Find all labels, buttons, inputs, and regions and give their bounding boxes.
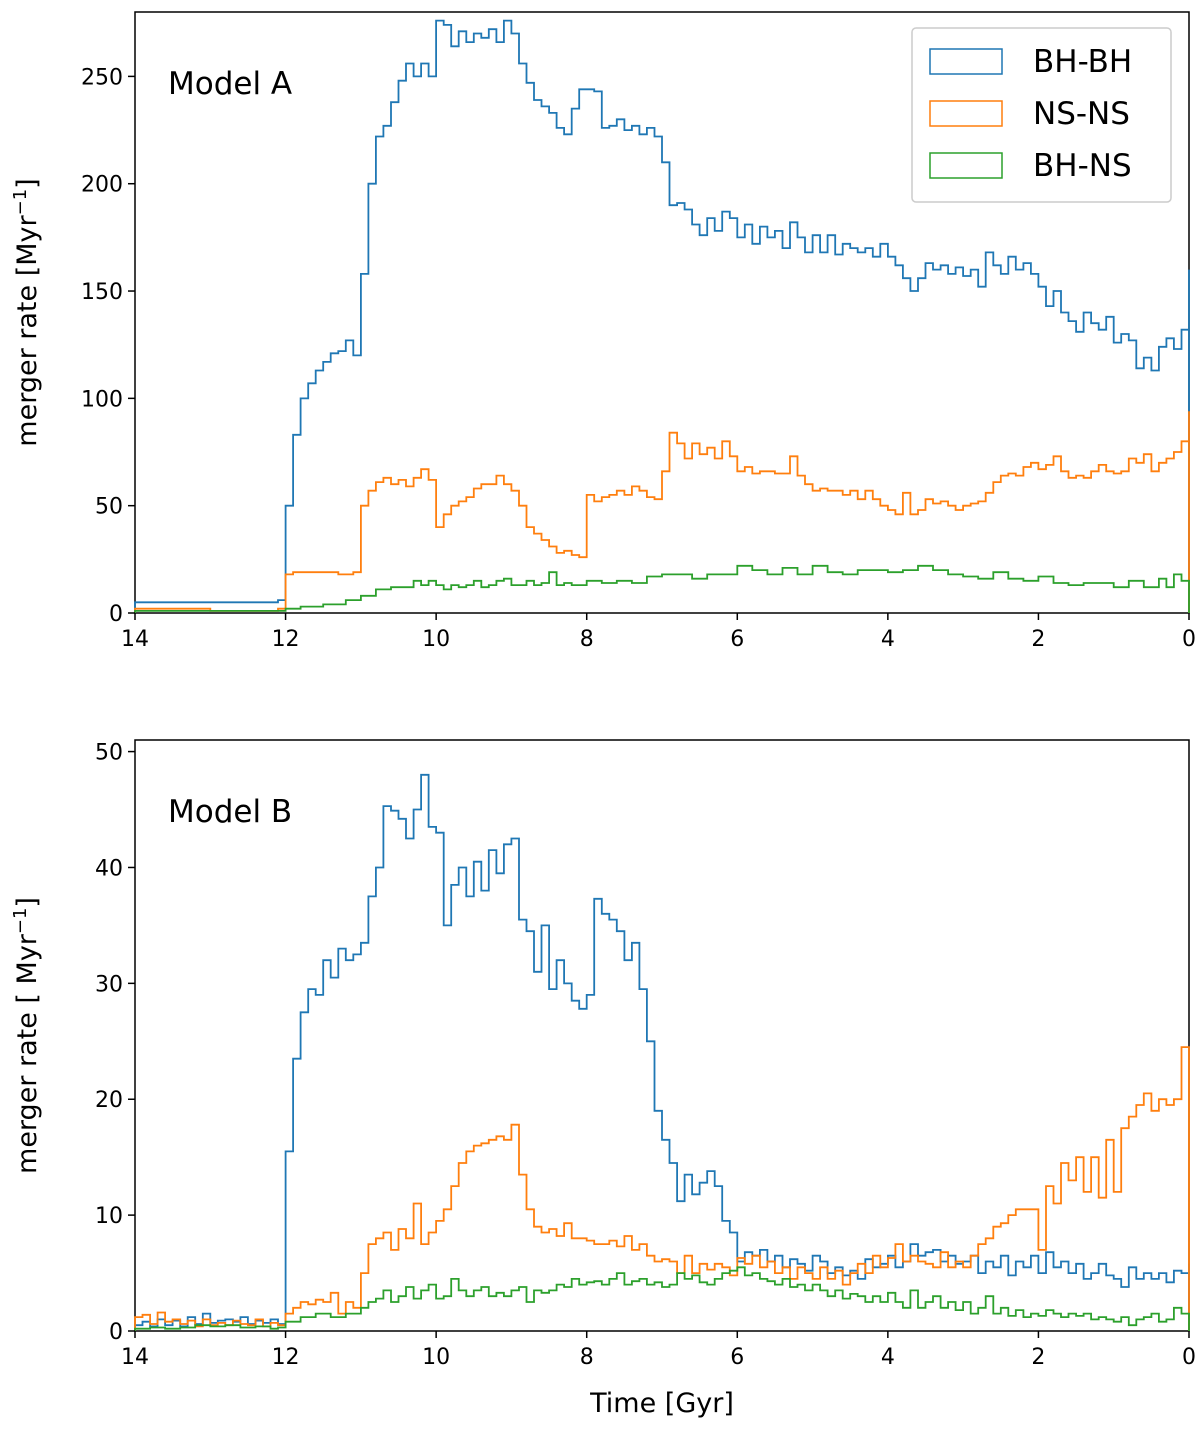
x-axis-label: Time [Gyr]	[589, 1388, 734, 1419]
y-axis-label-model-a: merger rate [Myr−1]	[10, 178, 43, 446]
y-tick-label: 100	[81, 387, 123, 412]
legend: BH-BH NS-NS BH-NS	[911, 27, 1172, 203]
series-line-ns-ns	[134, 1046, 1190, 1331]
series-group-model-a	[134, 19, 1190, 613]
x-tick-label: 10	[422, 1345, 450, 1370]
x-tick-label: 6	[730, 1345, 744, 1370]
x-tick-label: 8	[580, 627, 594, 652]
y-tick-label: 20	[95, 1088, 123, 1113]
panel-label-model-b: Model B	[168, 794, 292, 830]
legend-swatch-bh-ns	[929, 152, 1003, 179]
plot-frame-model-b	[134, 739, 1190, 1332]
legend-swatch-ns-ns	[929, 100, 1003, 127]
y-axis-label-superscript: −1	[10, 189, 31, 216]
y-tick-label: 10	[95, 1204, 123, 1229]
series-line-bh-bh	[134, 773, 1190, 1331]
panel-label-model-a: Model A	[168, 66, 292, 102]
y-axis-label-text: merger rate [Myr	[12, 214, 43, 446]
x-tick-label: 6	[730, 627, 744, 652]
series-line-bh-ns	[134, 1266, 1190, 1331]
x-tick-label: 10	[422, 627, 450, 652]
legend-box	[911, 27, 1172, 203]
legend-label-ns-ns: NS-NS	[1033, 96, 1130, 132]
series-line-ns-ns	[134, 411, 1190, 613]
y-tick-label: 50	[95, 741, 123, 766]
y-axis-label-text: merger rate [ Myr	[12, 933, 43, 1174]
series-group-model-b	[134, 773, 1190, 1331]
x-tick-label: 0	[1182, 1345, 1196, 1370]
y-tick-label: 40	[95, 856, 123, 881]
y-axis-label-bracket: ]	[12, 178, 43, 189]
series-line-bh-bh	[134, 19, 1190, 613]
y-tick-label: 0	[109, 602, 123, 627]
x-tick-label: 12	[272, 1345, 300, 1370]
y-axis-label-superscript: −1	[10, 908, 31, 935]
y-tick-label: 0	[109, 1320, 123, 1345]
y-tick-label: 150	[81, 280, 123, 305]
x-tick-label: 14	[121, 627, 149, 652]
x-tick-label: 4	[881, 1345, 895, 1370]
y-axis-label-model-b: merger rate [ Myr−1]	[10, 897, 43, 1174]
series-line-bh-ns	[134, 564, 1190, 613]
x-tick-label: 8	[580, 1345, 594, 1370]
x-tick-label: 12	[272, 627, 300, 652]
x-tick-label: 14	[121, 1345, 149, 1370]
y-tick-label: 30	[95, 972, 123, 997]
y-tick-label: 200	[81, 173, 123, 198]
y-tick-label: 250	[81, 65, 123, 90]
legend-label-bh-ns: BH-NS	[1033, 148, 1132, 184]
x-tick-label: 4	[881, 627, 895, 652]
legend-label-bh-bh: BH-BH	[1033, 44, 1132, 80]
y-tick-label: 50	[95, 495, 123, 520]
y-axis-label-bracket: ]	[12, 897, 43, 908]
x-tick-label: 2	[1031, 627, 1045, 652]
x-tick-label: 2	[1031, 1345, 1045, 1370]
x-tick-label: 0	[1182, 627, 1196, 652]
legend-swatch-bh-bh	[929, 48, 1003, 75]
